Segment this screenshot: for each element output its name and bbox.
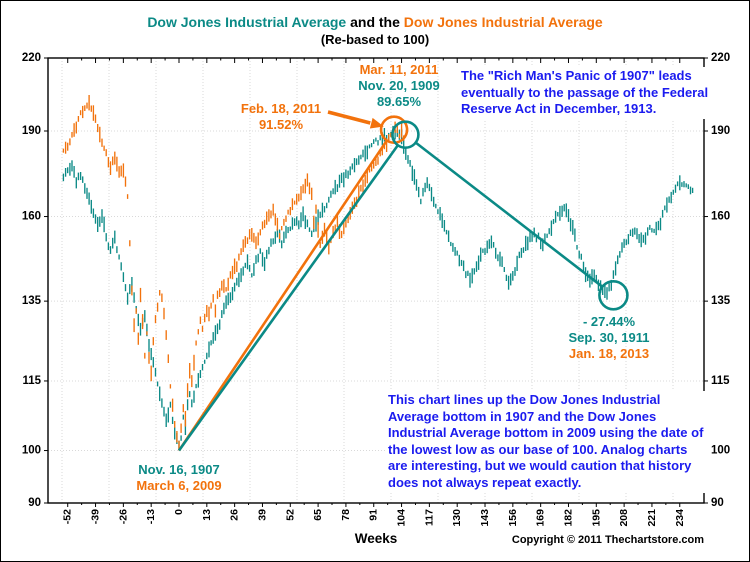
x-tick-label: 195 xyxy=(590,509,602,527)
x-tick-label: -13 xyxy=(145,509,157,524)
copyright-text: Copyright © 2011 Thechartstore.com xyxy=(511,534,704,546)
y-tick-label-left: 115 xyxy=(22,375,41,387)
trend-line-teal xyxy=(177,144,399,452)
price-bar-series-orange xyxy=(62,95,405,451)
x-tick-label: 182 xyxy=(562,509,574,527)
trough-annotation: Nov. 16, 1907 March 6, 2009 xyxy=(109,462,249,494)
x-axis-title: Weeks xyxy=(354,531,398,546)
trend-line-teal xyxy=(414,141,604,288)
x-tick-label: 91 xyxy=(368,509,380,521)
x-tick-label: -26 xyxy=(117,509,129,524)
feb-2011-annotation: Feb. 18, 2011 91.52% xyxy=(209,101,353,133)
low-projected-date-2013: Jan. 18, 2013 xyxy=(568,346,650,361)
plot-frame xyxy=(47,57,705,504)
x-tick-label: 52 xyxy=(284,509,296,521)
peak-date-1909: Nov. 20, 1909 xyxy=(358,78,440,93)
analog-explanation-note: This chart lines up the Dow Jones Indust… xyxy=(386,391,708,493)
low-decline-percent: - 27.44% xyxy=(582,314,636,329)
x-tick-label: 65 xyxy=(312,509,324,521)
y-tick-label-right: 160 xyxy=(711,211,730,223)
x-tick-label: 130 xyxy=(451,509,463,527)
annotation-arrow-shaft xyxy=(327,110,371,125)
title-connector: and the xyxy=(346,14,404,30)
x-tick-label: 104 xyxy=(396,509,408,527)
x-tick-label: 117 xyxy=(423,509,435,526)
y-tick-label-right: 90 xyxy=(711,497,724,509)
x-tick-label: 0 xyxy=(173,509,185,515)
title-series-1907: Dow Jones Industrial Average xyxy=(147,14,347,30)
feb-2011-date: Feb. 18, 2011 xyxy=(240,101,322,116)
x-tick-label: 13 xyxy=(201,509,213,521)
low-date-1911: Sep. 30, 1911 xyxy=(568,330,650,345)
y-tick-label-left: 190 xyxy=(22,125,41,137)
x-tick-label: 221 xyxy=(646,509,658,527)
chart-subtitle: (Re-based to 100) xyxy=(320,32,430,47)
peak-annotation: Mar. 11, 2011 Nov. 20, 1909 89.65% xyxy=(321,62,477,110)
x-tick-label: 234 xyxy=(674,509,686,527)
trend-line-orange xyxy=(177,139,388,452)
y-tick-label-right: 135 xyxy=(711,295,731,307)
y-tick-label-left: 220 xyxy=(22,52,41,64)
marker-circle-teal xyxy=(598,279,629,311)
y-tick-label-right: 100 xyxy=(711,445,730,457)
peak-gain-percent: 89.65% xyxy=(376,94,422,109)
x-tick-label: 143 xyxy=(479,509,491,527)
y-tick-label-left: 100 xyxy=(22,445,41,457)
y-tick-label-right: 190 xyxy=(711,125,730,137)
peak-date-2011: Mar. 11, 2011 xyxy=(359,62,439,77)
y-tick-label-right: 220 xyxy=(711,52,730,64)
x-tick-label: 208 xyxy=(618,509,630,527)
x-tick-label: -52 xyxy=(62,509,74,524)
y-tick-label-left: 90 xyxy=(28,497,41,509)
rich-man-panic-note: The "Rich Man's Panic of 1907" leads eve… xyxy=(459,67,715,119)
y-tick-label-left: 160 xyxy=(22,211,41,223)
chart-title: Dow Jones Industrial Average and the Dow… xyxy=(1,14,749,30)
trough-date-2009: March 6, 2009 xyxy=(136,478,222,493)
y-tick-label-left: 135 xyxy=(22,295,42,307)
x-tick-label: 156 xyxy=(507,509,519,527)
x-tick-label: 169 xyxy=(535,509,547,527)
trough-date-1907: Nov. 16, 1907 xyxy=(138,462,220,477)
x-tick-label: 26 xyxy=(229,509,241,521)
x-tick-label: 39 xyxy=(256,509,268,521)
low-annotation: - 27.44% Sep. 30, 1911 Jan. 18, 2013 xyxy=(542,314,676,362)
annotation-arrow-head xyxy=(369,117,384,129)
x-tick-label: 78 xyxy=(340,509,352,521)
x-tick-label: -39 xyxy=(90,509,102,524)
title-series-2009: Dow Jones Industrial Average xyxy=(403,14,603,30)
marker-circle-teal xyxy=(391,120,420,149)
feb-2011-gain-percent: 91.52% xyxy=(258,117,304,132)
y-tick-label-right: 115 xyxy=(711,375,730,387)
